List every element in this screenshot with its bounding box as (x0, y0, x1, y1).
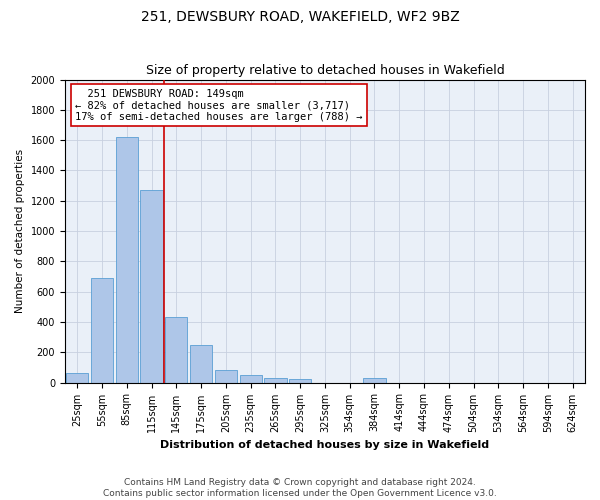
Bar (140, 190, 163, 382)
Bar (165, 318, 187, 382)
X-axis label: Distribution of detached houses by size in Wakefield: Distribution of detached houses by size … (160, 440, 490, 450)
Bar (215, 370, 237, 382)
Bar (66, 372, 88, 382)
Title: Size of property relative to detached houses in Wakefield: Size of property relative to detached ho… (146, 64, 505, 77)
Text: 251 DEWSBURY ROAD: 149sqm
← 82% of detached houses are smaller (3,717)
17% of se: 251 DEWSBURY ROAD: 149sqm ← 82% of detac… (76, 88, 363, 122)
Y-axis label: Number of detached properties: Number of detached properties (15, 149, 25, 313)
Bar (190, 344, 212, 383)
Bar (264, 378, 287, 382)
Bar (91, 278, 113, 382)
Bar (116, 137, 138, 382)
Bar (289, 379, 311, 382)
Bar (239, 375, 262, 382)
Text: Contains HM Land Registry data © Crown copyright and database right 2024.
Contai: Contains HM Land Registry data © Crown c… (103, 478, 497, 498)
Text: 251, DEWSBURY ROAD, WAKEFIELD, WF2 9BZ: 251, DEWSBURY ROAD, WAKEFIELD, WF2 9BZ (140, 10, 460, 24)
Bar (364, 378, 386, 382)
